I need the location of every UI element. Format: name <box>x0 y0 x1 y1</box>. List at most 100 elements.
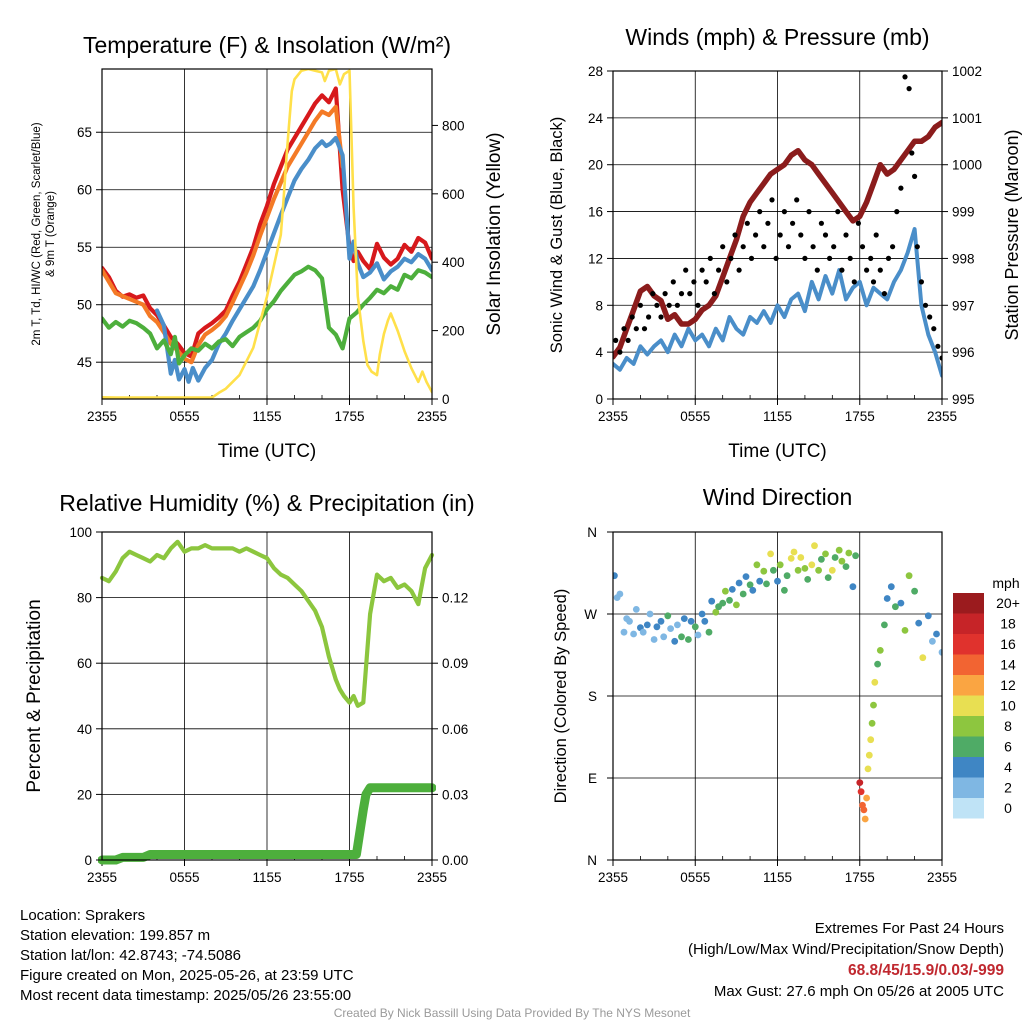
y-tick-label: 28 <box>588 64 603 79</box>
gust-point <box>757 209 763 215</box>
y2-tick-label: 800 <box>442 118 465 133</box>
y-tick-label: 65 <box>77 125 92 140</box>
y-tick-label: 80 <box>77 591 92 606</box>
gust-point <box>827 255 833 261</box>
direction-point <box>804 576 812 583</box>
gust-point <box>870 279 877 285</box>
legend-label: 14 <box>1000 657 1016 673</box>
y2-tick-label: 0.12 <box>442 591 468 606</box>
x-tick-label: 1755 <box>845 870 875 885</box>
y-tick-label: 0 <box>84 853 92 868</box>
temp-series-group <box>102 69 432 399</box>
direction-point <box>708 597 716 605</box>
max-gust: Max Gust: 27.6 mph On 05/26 at 2005 UTC <box>713 983 1004 1000</box>
direction-point <box>901 627 909 634</box>
y-tick-label: 60 <box>77 183 92 198</box>
gust-point <box>890 244 896 250</box>
gust-point <box>847 255 853 261</box>
gust-point <box>641 326 648 332</box>
direction-point <box>860 806 868 814</box>
gust-point <box>790 220 796 226</box>
panel-3: 2355 0555 1155 1755 2355 0 20 40 60 80 100 0.00 0.03… <box>24 490 475 885</box>
gust-point <box>798 232 804 238</box>
panel-2: 2355 0555 1155 1755 2355 0 4 8 12 16 20 24 28 995 996 9… <box>548 24 1022 462</box>
y2-tick-label: 200 <box>442 324 465 339</box>
gust-point <box>654 302 660 308</box>
gust-point <box>939 355 942 361</box>
y-tick-label: 16 <box>588 205 603 220</box>
legend-swatch <box>953 593 984 614</box>
direction-point <box>876 647 884 654</box>
legend-swatch <box>953 654 984 675</box>
y2-tick-label: 0.03 <box>442 787 468 802</box>
gust-point <box>666 302 672 308</box>
direction-point <box>763 580 770 588</box>
gust-point <box>769 197 775 203</box>
legend-swatch <box>953 613 984 634</box>
direction-point <box>776 561 784 569</box>
direction-point <box>739 590 747 598</box>
gust-point <box>674 302 681 308</box>
legend-title: mph <box>992 575 1019 591</box>
direction-point <box>728 586 736 593</box>
y2-tick-label: 1002 <box>952 64 982 79</box>
y-tick-label: 60 <box>77 656 92 671</box>
x-tick-label: 1155 <box>252 870 281 885</box>
legend-label: 2 <box>1004 780 1012 796</box>
direction-point <box>864 765 872 773</box>
insolation-yellow-line <box>102 69 432 399</box>
direction-point <box>838 557 846 565</box>
direction-point <box>808 561 816 569</box>
gust-point <box>794 197 800 203</box>
y-tick-label: 20 <box>588 158 603 173</box>
station-info: Location: Sprakers Station elevation: 19… <box>20 906 354 1006</box>
precipitation-line <box>98 783 436 865</box>
direction-point <box>811 542 818 550</box>
legend-swatch <box>953 777 984 798</box>
y-tick-label: 24 <box>588 111 604 126</box>
direction-point <box>824 574 832 581</box>
direction-point <box>892 603 899 611</box>
direction-point <box>801 565 809 572</box>
gust-point <box>839 267 845 273</box>
x-tick-label: 2355 <box>87 409 117 424</box>
x-tick-label: 0555 <box>169 870 199 885</box>
gust-point <box>881 291 888 297</box>
gust-point <box>894 209 900 215</box>
direction-point <box>616 590 624 598</box>
direction-point <box>694 631 702 639</box>
x-tick-label: 1755 <box>845 409 875 424</box>
direction-point <box>865 751 873 759</box>
x-tick-label: 1755 <box>334 409 364 424</box>
gust-point <box>687 291 693 297</box>
direction-point <box>742 573 750 580</box>
gust-point <box>753 232 759 238</box>
direction-point <box>883 595 891 602</box>
gust-point <box>617 349 623 355</box>
dewpoint-green-line <box>102 264 432 366</box>
direction-point <box>831 554 839 561</box>
direction-point <box>868 719 876 727</box>
gust-point <box>806 209 812 215</box>
y2-tick-label: 0.00 <box>442 853 468 868</box>
direction-point <box>760 567 768 575</box>
y2-tick-label: 995 <box>952 392 975 407</box>
direction-point <box>705 628 713 636</box>
gust-point <box>912 173 918 179</box>
direction-point <box>815 566 822 574</box>
gust-point <box>678 291 685 297</box>
direction-point <box>783 572 791 580</box>
gust-point <box>864 267 870 273</box>
direction-point <box>735 579 743 587</box>
gust-point <box>633 326 639 332</box>
y-tick-label: 45 <box>77 355 92 370</box>
y-tick-label: 55 <box>77 240 92 255</box>
relative-humidity-line <box>99 539 435 708</box>
x-tick-label: 1755 <box>334 870 364 885</box>
gust-point <box>646 314 652 320</box>
direction-point <box>897 599 905 607</box>
direction-point <box>915 619 923 627</box>
gust-point <box>909 150 915 156</box>
legend-label: 12 <box>1000 677 1016 693</box>
gust-point <box>711 291 718 297</box>
